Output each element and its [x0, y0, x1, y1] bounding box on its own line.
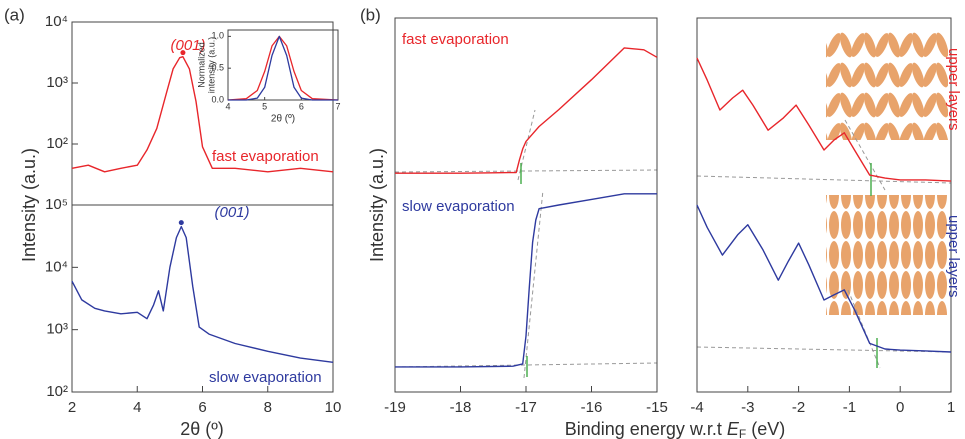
x-tick-label: -2: [792, 399, 805, 416]
panel-label: (a): [4, 5, 25, 24]
x-axis-label-part: (eV): [746, 419, 785, 439]
data-line: [71, 56, 334, 173]
x-axis-label: 2θ (º): [180, 419, 224, 439]
data-line: [696, 57, 952, 182]
x-tick-label: -17: [515, 399, 537, 416]
x-tick-label: 10: [325, 399, 342, 416]
data-line: [696, 204, 952, 353]
x-tick-label: 6: [198, 399, 206, 416]
x-tick-label: -4: [690, 399, 703, 416]
y-tick-label: 10⁴: [45, 258, 68, 275]
x-tick-label: 7: [335, 101, 340, 111]
chart-panel: 10² 10³ 10⁴ 10⁵ 2 4 6 8 10 (001) slow evaporation 2…: [45, 196, 341, 439]
annotation: (001): [214, 204, 249, 221]
peak-dot: [178, 220, 184, 226]
y-axis-label: Normalized: [196, 42, 206, 88]
x-tick-label: -18: [450, 399, 472, 416]
y-tick-label: 10²: [46, 383, 68, 400]
y-axis-label: Intensity (a.u.): [19, 148, 39, 262]
x-tick-label: -16: [581, 399, 603, 416]
annotation: upper layers: [945, 48, 962, 131]
data-line: [228, 35, 338, 101]
y-axis-label: Intensity (a.u.): [367, 148, 387, 262]
data-line: [395, 193, 657, 368]
x-tick-label: 0: [896, 399, 904, 416]
annotation: slow evaporation: [209, 369, 322, 386]
x-tick-label: -19: [384, 399, 406, 416]
x-tick-label: 1: [947, 399, 955, 416]
molecule-sketch: [826, 28, 948, 140]
data-line: [71, 225, 334, 363]
data-line: [395, 47, 658, 174]
x-tick-label: -3: [741, 399, 754, 416]
y-tick-label: 0.5: [211, 63, 224, 73]
x-axis-label-part: E: [727, 419, 740, 439]
annotation: upper layers: [945, 215, 962, 298]
y-tick-label: 10³: [46, 74, 68, 91]
y-tick-label: 10²: [46, 135, 68, 152]
chart-panel: 0.0 0.5 1.0 4 5 6 7 Normalized intensity (a.u.) 2…: [196, 29, 341, 125]
x-tick-label: 4: [225, 101, 230, 111]
chart-panel: -4 -3 -2 -1 0 1 upper layers upper layers Bindin…: [565, 17, 962, 439]
y-tick-label: 10⁴: [45, 13, 68, 30]
axis-frame: [71, 204, 334, 393]
x-axis-label-part: F: [739, 427, 746, 439]
y-tick-label: 10⁵: [45, 196, 68, 213]
chart-panel: -19 -18 -17 -16 -15 fast evaporation slow evap…: [360, 5, 668, 415]
annotation: slow evaporation: [402, 198, 515, 215]
x-tick-label: 6: [299, 101, 304, 111]
y-tick-label: 10³: [46, 321, 68, 338]
x-tick-label: -1: [843, 399, 856, 416]
x-axis-label: Binding energy w.r.t EF (eV): [565, 419, 785, 439]
y-tick-label: 1.0: [211, 31, 224, 41]
onset-markers: [520, 163, 878, 377]
molecule-sketch: [826, 195, 948, 315]
chart-panel: 10² 10³ 10⁴ (001) fast evaporation (a) Intensi…: [4, 5, 334, 262]
x-tick-label: 4: [133, 399, 141, 416]
peak-dot: [180, 50, 186, 56]
y-axis-label: intensity (a.u.): [206, 37, 216, 94]
axis-frame: [227, 29, 339, 101]
x-axis-label: 2θ (º): [271, 114, 295, 125]
x-axis-label-part: Binding energy w.r.t: [565, 419, 727, 439]
panel-label: (b): [360, 5, 381, 24]
annotation: fast evaporation: [402, 31, 509, 48]
annotation: (001): [170, 37, 205, 54]
x-tick-label: 8: [264, 399, 272, 416]
x-tick-label: -15: [646, 399, 668, 416]
annotation: fast evaporation: [212, 148, 319, 165]
x-tick-label: 2: [68, 399, 76, 416]
x-tick-label: 5: [262, 101, 267, 111]
y-tick-label: 0.0: [211, 94, 224, 104]
